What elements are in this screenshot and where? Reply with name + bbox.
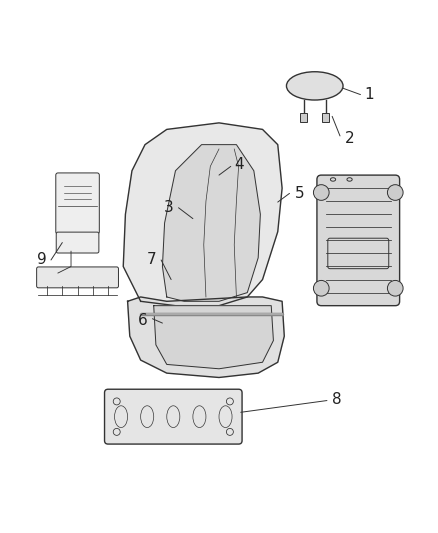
Text: 1: 1 <box>364 87 374 102</box>
Circle shape <box>388 280 403 296</box>
Bar <box>300 114 307 122</box>
Text: 6: 6 <box>138 313 148 328</box>
Ellipse shape <box>286 72 343 100</box>
Text: 4: 4 <box>234 157 244 172</box>
Polygon shape <box>154 305 273 369</box>
FancyBboxPatch shape <box>56 232 99 253</box>
Text: 2: 2 <box>345 131 354 146</box>
Text: 8: 8 <box>332 392 341 407</box>
FancyBboxPatch shape <box>105 389 242 444</box>
Polygon shape <box>127 297 284 377</box>
Circle shape <box>314 280 329 296</box>
Polygon shape <box>123 123 282 305</box>
Text: 9: 9 <box>36 253 46 268</box>
FancyBboxPatch shape <box>317 175 399 305</box>
Text: 5: 5 <box>295 186 304 201</box>
Circle shape <box>388 184 403 200</box>
Circle shape <box>314 184 329 200</box>
Text: 7: 7 <box>147 253 156 268</box>
Bar <box>322 114 329 122</box>
FancyBboxPatch shape <box>56 173 99 234</box>
Text: 3: 3 <box>164 200 174 215</box>
Polygon shape <box>162 144 260 301</box>
FancyBboxPatch shape <box>37 267 118 288</box>
